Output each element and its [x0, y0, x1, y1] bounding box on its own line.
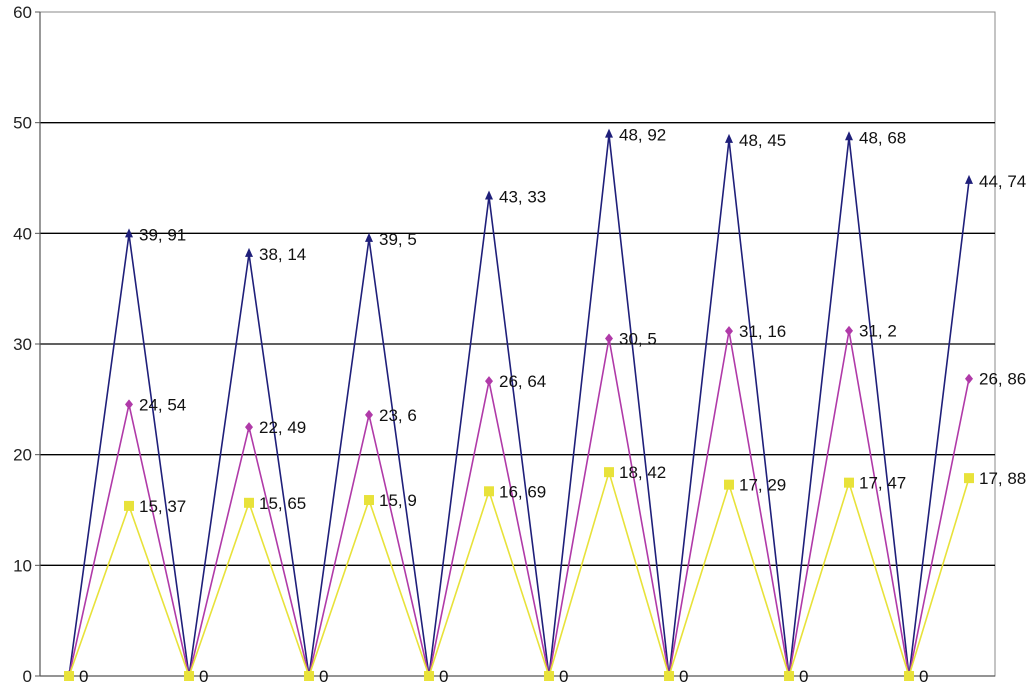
data-point-diamond	[485, 376, 493, 387]
y-tick-label: 60	[13, 3, 32, 22]
data-point-diamond	[365, 409, 373, 420]
data-label: 0	[919, 667, 928, 686]
data-label: 23, 6	[379, 406, 417, 425]
data-label: 26, 86	[979, 370, 1026, 389]
y-tick-label: 10	[13, 556, 32, 575]
data-point-triangle	[965, 174, 973, 184]
y-tick-label: 20	[13, 446, 32, 465]
data-point-diamond	[605, 333, 613, 344]
data-point-square	[604, 467, 614, 478]
data-label: 0	[799, 667, 808, 686]
data-label: 15, 9	[379, 491, 417, 510]
data-point-square	[844, 477, 854, 488]
data-label: 0	[79, 667, 88, 686]
data-point-diamond	[725, 326, 733, 337]
y-tick-label: 50	[13, 114, 32, 133]
data-point-square	[904, 671, 914, 681]
data-point-square	[124, 500, 134, 511]
data-label: 31, 2	[859, 322, 897, 341]
data-point-square	[724, 479, 734, 490]
data-point-square	[664, 671, 674, 681]
data-point-triangle	[605, 128, 613, 138]
data-label: 24, 54	[139, 395, 186, 414]
series-line-1	[68, 134, 970, 677]
data-point-triangle	[725, 133, 733, 143]
data-point-triangle	[125, 228, 133, 238]
data-label: 48, 92	[619, 126, 666, 145]
data-point-square	[184, 671, 194, 681]
data-label: 0	[319, 667, 328, 686]
y-tick-label: 30	[13, 335, 32, 354]
data-label: 22, 49	[259, 418, 306, 437]
data-label: 48, 45	[739, 131, 786, 150]
data-label: 39, 91	[139, 225, 186, 244]
data-point-square	[484, 486, 494, 497]
data-label: 48, 68	[859, 128, 906, 147]
data-label: 30, 5	[619, 329, 657, 348]
data-label: 18, 42	[619, 463, 666, 482]
data-label: 0	[679, 667, 688, 686]
data-label: 38, 14	[259, 245, 306, 264]
data-label: 16, 69	[499, 482, 546, 501]
series-line-3	[68, 469, 970, 679]
data-point-diamond	[245, 422, 253, 433]
data-label: 17, 88	[979, 469, 1026, 488]
data-point-triangle	[485, 190, 493, 200]
data-label: 31, 16	[739, 322, 786, 341]
data-label: 26, 64	[499, 372, 546, 391]
y-tick-label: 40	[13, 224, 32, 243]
data-point-square	[364, 495, 374, 506]
data-point-square	[244, 497, 254, 508]
data-label: 0	[439, 667, 448, 686]
data-label: 15, 37	[139, 497, 186, 516]
data-label: 39, 5	[379, 230, 417, 249]
data-point-square	[784, 671, 794, 681]
data-point-triangle	[845, 131, 853, 141]
data-label: 15, 65	[259, 494, 306, 513]
data-label: 17, 29	[739, 476, 786, 495]
data-point-diamond	[845, 325, 853, 336]
data-label: 43, 33	[499, 187, 546, 206]
data-label: 17, 47	[859, 474, 906, 493]
data-point-square	[64, 671, 74, 681]
data-point-square	[964, 473, 974, 484]
data-label: 44, 74	[979, 172, 1026, 191]
data-point-diamond	[125, 399, 133, 410]
data-point-triangle	[365, 232, 373, 242]
data-point-triangle	[245, 247, 253, 257]
data-point-diamond	[965, 373, 973, 384]
data-point-square	[424, 671, 434, 681]
series-line-2	[68, 330, 970, 677]
data-label: 0	[559, 667, 568, 686]
data-label: 0	[199, 667, 208, 686]
data-point-square	[544, 671, 554, 681]
y-tick-label: 0	[23, 667, 32, 686]
data-point-square	[304, 671, 314, 681]
